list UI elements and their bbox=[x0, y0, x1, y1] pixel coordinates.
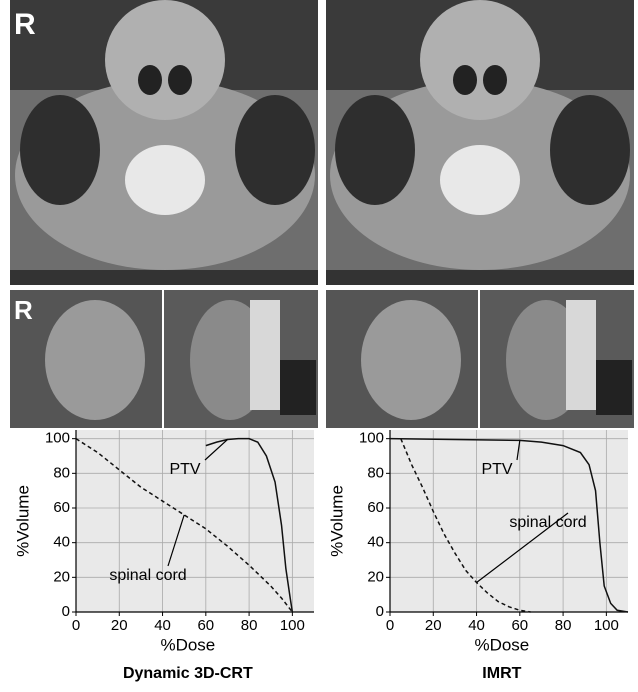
annotation: spinal cord bbox=[509, 514, 586, 531]
y-tick-label: 100 bbox=[359, 430, 384, 447]
axial-scan-left bbox=[10, 0, 318, 285]
axial-scan-right bbox=[326, 0, 634, 285]
orientation-marker: R bbox=[14, 295, 33, 325]
y-tick-label: 100 bbox=[45, 430, 70, 447]
x-tick-label: 20 bbox=[111, 617, 128, 634]
x-tick-label: 20 bbox=[425, 617, 442, 634]
y-tick-label: 80 bbox=[53, 464, 70, 481]
y-axis-label: %Volume bbox=[327, 485, 346, 557]
axes bbox=[75, 430, 314, 613]
x-tick-label: 100 bbox=[280, 617, 305, 634]
y-tick-label: 60 bbox=[367, 499, 384, 516]
x-tick-label: 60 bbox=[197, 617, 214, 634]
y-tick-label: 40 bbox=[367, 534, 384, 551]
x-axis-label: %Dose bbox=[160, 635, 215, 654]
dvh-curve bbox=[400, 438, 531, 613]
annotation: PTV bbox=[169, 461, 200, 478]
x-tick-label: 100 bbox=[594, 617, 619, 634]
coronal-sagittal-left bbox=[10, 290, 318, 428]
y-tick-label: 20 bbox=[53, 568, 70, 585]
plot-area bbox=[76, 430, 314, 612]
annotation: spinal cord bbox=[109, 567, 186, 584]
dvh-curve bbox=[205, 437, 294, 613]
annotation-leader bbox=[204, 439, 228, 461]
y-tick-label: 80 bbox=[367, 464, 384, 481]
annotation: PTV bbox=[481, 461, 512, 478]
x-axis-label: %Dose bbox=[474, 635, 529, 654]
y-tick-label: 40 bbox=[53, 534, 70, 551]
chart-title: Dynamic 3D-CRT bbox=[123, 665, 253, 682]
y-tick-label: 20 bbox=[367, 568, 384, 585]
y-tick-label: 60 bbox=[53, 499, 70, 516]
axes bbox=[389, 430, 628, 613]
x-tick-label: 80 bbox=[555, 617, 572, 634]
annotation-leader bbox=[167, 514, 185, 567]
dvh-curve bbox=[75, 438, 293, 613]
dvh-curve bbox=[389, 437, 629, 613]
x-tick-label: 40 bbox=[154, 617, 171, 634]
x-tick-label: 0 bbox=[72, 617, 80, 634]
y-tick-label: 0 bbox=[62, 603, 70, 620]
x-tick-label: 60 bbox=[511, 617, 528, 634]
plot-area bbox=[390, 430, 628, 612]
x-tick-label: 0 bbox=[386, 617, 394, 634]
x-tick-label: 80 bbox=[241, 617, 258, 634]
chart-title: IMRT bbox=[482, 665, 521, 682]
x-tick-label: 40 bbox=[468, 617, 485, 634]
orientation-marker: R bbox=[14, 8, 36, 41]
coronal-sagittal-right bbox=[326, 290, 634, 428]
annotation-leader bbox=[516, 440, 521, 461]
y-axis-label: %Volume bbox=[13, 485, 32, 557]
annotation-leader bbox=[476, 512, 569, 584]
y-tick-label: 0 bbox=[376, 603, 384, 620]
